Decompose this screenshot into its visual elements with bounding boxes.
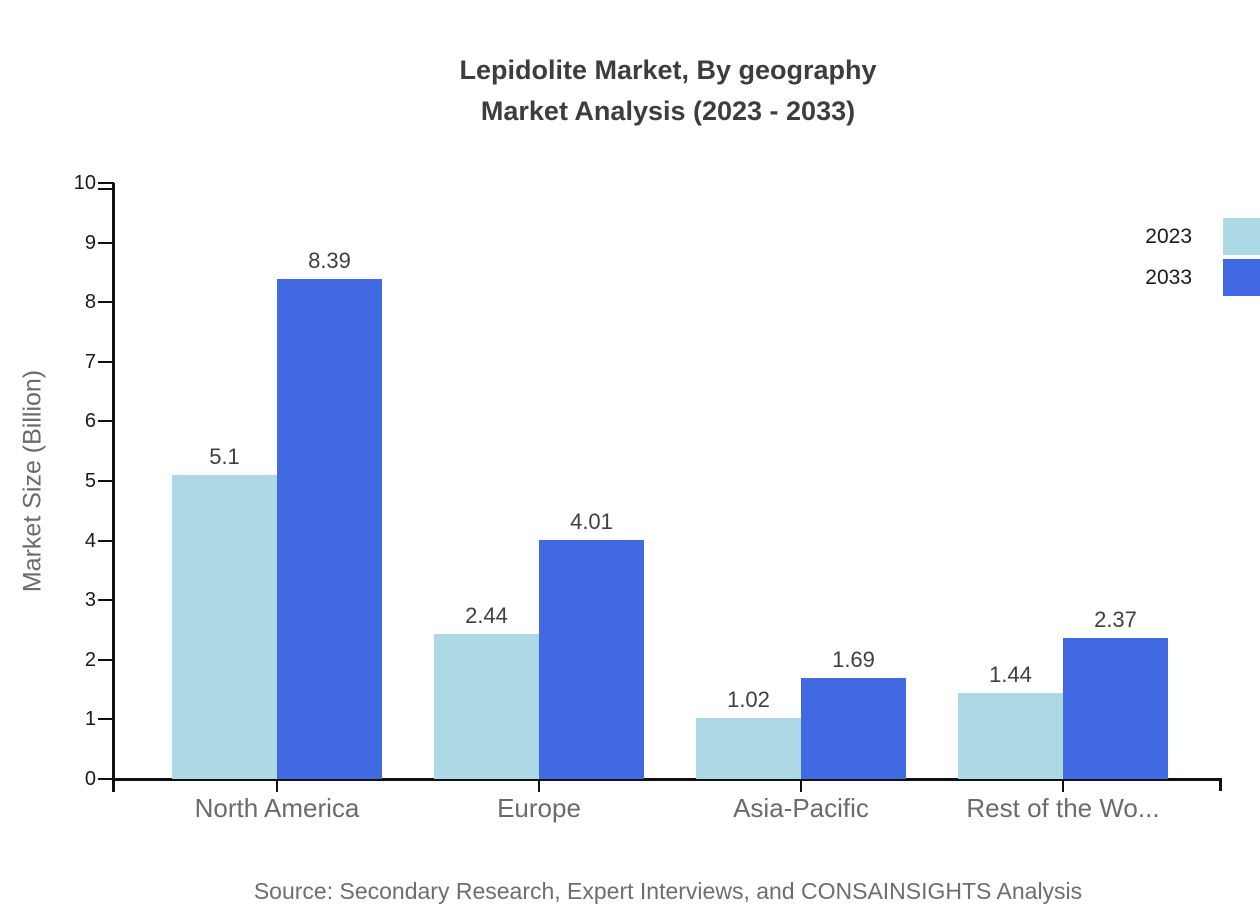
x-axis-end-tick xyxy=(1219,778,1222,791)
x-tick xyxy=(1062,781,1064,792)
y-tick xyxy=(98,718,114,721)
x-tick xyxy=(800,781,802,792)
bar-2033-1 xyxy=(539,540,644,779)
y-axis-line xyxy=(112,183,115,792)
x-tick xyxy=(276,781,278,792)
y-tick-label: 4 xyxy=(84,529,96,552)
category-label-3: Rest of the Wo... xyxy=(966,793,1160,823)
legend-label-2033: 2033 xyxy=(1145,266,1192,289)
bar-2033-2 xyxy=(801,678,906,779)
bar-value-label: 5.1 xyxy=(209,444,240,470)
y-tick-label: 1 xyxy=(84,708,96,731)
bar-value-label: 2.37 xyxy=(1094,606,1137,632)
y-axis-cap-tick xyxy=(98,188,114,190)
bar-2023-0 xyxy=(172,475,277,779)
y-tick-label: 2 xyxy=(84,648,96,671)
bar-2023-1 xyxy=(434,633,539,779)
y-tick xyxy=(98,778,114,780)
y-tick xyxy=(98,599,114,602)
bar-2033-0 xyxy=(277,278,382,779)
y-tick-label: 0 xyxy=(84,768,96,790)
bar-value-label: 4.01 xyxy=(570,509,613,534)
y-tick-label: 7 xyxy=(84,350,96,373)
y-tick-label: 9 xyxy=(84,231,96,254)
y-tick xyxy=(98,539,114,542)
y-tick-label: 6 xyxy=(84,410,96,433)
category-label-0: North America xyxy=(194,793,360,823)
legend-swatch-2033 xyxy=(1223,259,1260,296)
bar-value-label: 8.39 xyxy=(308,247,351,273)
y-tick xyxy=(98,420,114,423)
y-axis-title: Market Size (Billion) xyxy=(18,369,47,593)
y-tick xyxy=(98,658,114,661)
x-axis-line xyxy=(112,778,1222,781)
chart-title-line1: Lepidolite Market, By geography xyxy=(459,55,877,85)
chart-title-line2: Market Analysis (2023 - 2033) xyxy=(480,96,856,126)
y-tick xyxy=(98,360,114,363)
bar-2023-2 xyxy=(696,718,801,779)
y-tick xyxy=(98,480,114,482)
x-tick xyxy=(538,781,540,792)
bar-2023-3 xyxy=(958,693,1063,779)
legend-swatch-2023 xyxy=(1223,218,1260,255)
y-tick-label: 8 xyxy=(84,291,96,314)
chart-title: Lepidolite Market, By geography Market A… xyxy=(459,50,876,132)
y-tick-label: 3 xyxy=(84,589,96,612)
category-label-1: Europe xyxy=(497,793,581,823)
category-label-2: Asia-Pacific xyxy=(733,793,869,823)
y-tick-label: 5 xyxy=(84,470,96,492)
bar-value-label: 1.02 xyxy=(727,687,770,713)
bar-2033-3 xyxy=(1063,637,1168,779)
y-tick-label: 10 xyxy=(73,172,96,194)
y-tick xyxy=(98,241,114,244)
y-tick xyxy=(98,301,114,304)
bar-value-label: 1.69 xyxy=(832,647,875,673)
legend-label-2023: 2023 xyxy=(1145,225,1192,248)
bar-value-label: 2.44 xyxy=(465,602,508,628)
source-note: Source: Secondary Research, Expert Inter… xyxy=(253,878,1083,904)
y-tick xyxy=(98,182,114,184)
bar-value-label: 1.44 xyxy=(989,662,1032,688)
